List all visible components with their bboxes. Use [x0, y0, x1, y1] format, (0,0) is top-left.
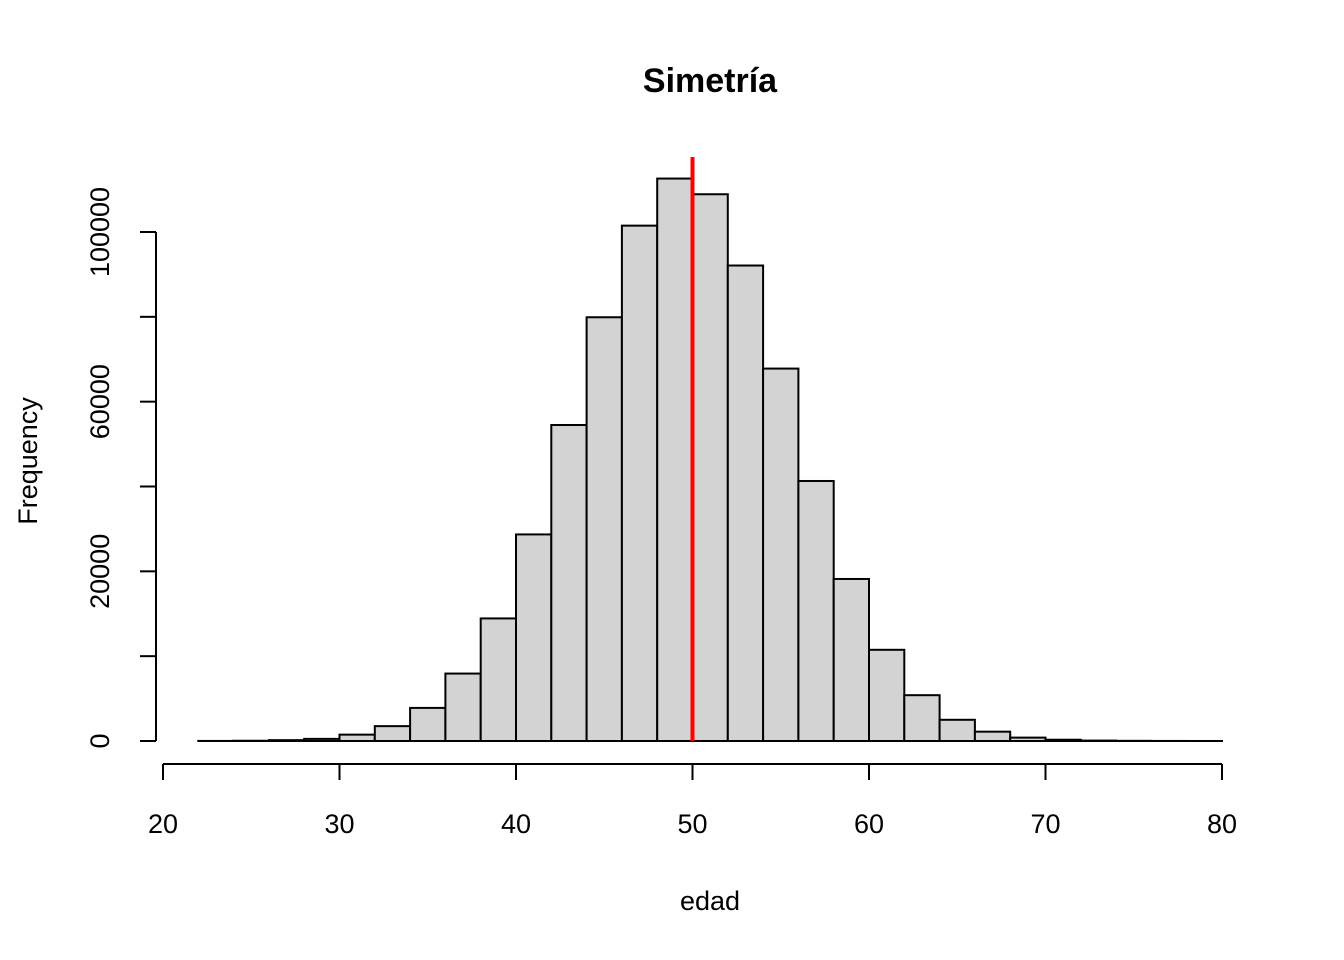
y-tick-label: 100000 — [85, 187, 115, 277]
histogram-bar — [832, 577, 871, 742]
histogram-bar — [762, 367, 800, 742]
histogram-bar — [585, 316, 623, 742]
x-tick-label: 70 — [1030, 809, 1060, 839]
y-tick-label: 20000 — [85, 534, 115, 609]
histogram-bar — [444, 672, 482, 742]
histogram-bar — [303, 737, 341, 743]
histogram-bars — [197, 177, 1223, 743]
histogram-bar — [515, 533, 553, 742]
y-axis: 0 20000 60000 100000 — [85, 187, 157, 749]
x-tick-label: 80 — [1207, 809, 1237, 839]
histogram-bar — [726, 264, 765, 742]
x-axis-label: edad — [680, 886, 740, 916]
histogram-bar — [620, 224, 659, 742]
histogram-bar — [973, 730, 1012, 742]
histogram-bar — [938, 718, 976, 742]
x-tick-label: 30 — [324, 809, 354, 839]
histogram-bar — [868, 648, 906, 742]
x-tick-label: 40 — [501, 809, 531, 839]
x-axis: 20 30 40 50 60 70 80 — [148, 763, 1237, 839]
y-tick-label: 60000 — [85, 364, 115, 439]
histogram-bar — [656, 177, 694, 742]
x-tick-label: 50 — [677, 809, 707, 839]
histogram-bar — [691, 193, 729, 742]
histogram-bar — [373, 725, 412, 743]
histogram-bar — [797, 479, 835, 742]
histogram-bar — [1044, 738, 1082, 742]
x-tick-label: 60 — [854, 809, 884, 839]
y-axis-label: Frequency — [13, 397, 43, 525]
histogram-bar — [267, 739, 306, 743]
x-tick-label: 20 — [148, 809, 178, 839]
histogram-bar — [1009, 736, 1047, 742]
histogram-bar — [903, 694, 941, 743]
y-tick-label: 0 — [85, 733, 115, 748]
histogram-bar — [338, 733, 376, 743]
histogram-bar — [550, 424, 588, 742]
chart-title: Simetría — [643, 62, 778, 100]
histogram-bar — [479, 617, 518, 742]
histogram-bar — [409, 706, 447, 742]
